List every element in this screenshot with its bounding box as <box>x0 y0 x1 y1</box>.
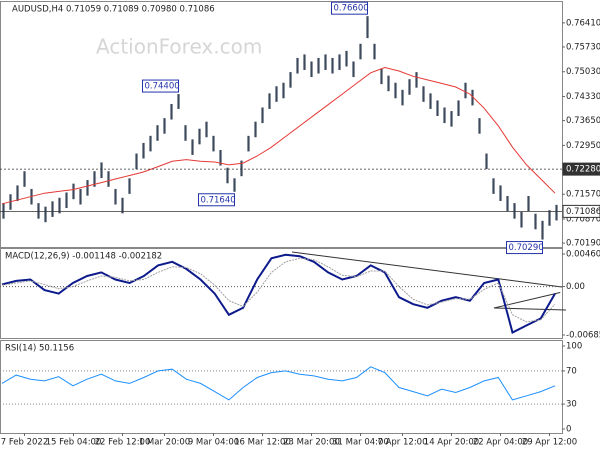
x-tick-label: 14 Apr 20:00 <box>424 438 479 448</box>
y-tick-label: 70 <box>566 366 577 376</box>
watermark: ActionForex.com <box>96 35 262 59</box>
rsi-panel <box>0 340 563 434</box>
x-tick-label: 7 Apr 12:00 <box>377 438 427 448</box>
x-tick-label: 22 Feb 12:00 <box>95 438 151 448</box>
price-level-box <box>562 204 600 218</box>
annotation-label: 0.74400 <box>145 82 180 92</box>
trendline <box>493 307 567 311</box>
macd-panel <box>0 248 563 339</box>
annotation-box <box>506 241 543 255</box>
annotation-box <box>142 79 179 93</box>
y-tick-label: 0.70870 <box>566 215 600 225</box>
price-panel <box>0 1 563 248</box>
x-tick-label: 23 Mar 20:00 <box>283 438 340 448</box>
chart-title: AUDUSD,H4 0.71059 0.71089 0.70980 0.7108… <box>12 5 215 15</box>
x-tick-label: 1 Mar 20:00 <box>139 438 190 448</box>
x-tick-label: 29 Apr 12:00 <box>522 438 577 448</box>
y-tick-label: 0.76410 <box>566 18 600 28</box>
macd-line <box>1 253 556 334</box>
y-tick-label: 0.00 <box>566 282 585 292</box>
annotation-label: 0.71640 <box>201 195 236 205</box>
trendline <box>291 251 563 288</box>
moving-average <box>1 66 556 205</box>
x-tick-label: 31 Mar 04:00 <box>332 438 389 448</box>
macd-title: MACD(12,26,9) -0.001148 -0.002182 <box>5 252 162 262</box>
x-tick-label: 22 Apr 04:00 <box>473 438 528 448</box>
y-tick-label: 0.73650 <box>566 116 600 126</box>
y-tick-label: 0 <box>566 425 571 435</box>
y-tick-label: 0.71570 <box>566 190 600 200</box>
x-tick-label: 15 Feb 04:00 <box>46 438 102 448</box>
annotation-box <box>198 193 235 207</box>
y-tick-label: 0.70190 <box>566 239 600 249</box>
y-tick-label: 0.75030 <box>566 67 600 77</box>
y-tick-label: 30 <box>566 400 577 410</box>
rsi-line <box>1 366 556 401</box>
y-tick-label: 0.74330 <box>566 92 600 102</box>
annotation-label: 0.76600 <box>334 4 369 14</box>
annotation-label: 0.70290 <box>509 243 544 253</box>
y-tick-label: 0.72950 <box>566 141 600 151</box>
y-tick-label: 0.004608 <box>566 250 600 260</box>
signal-line <box>1 257 556 323</box>
y-tick-label: 0.75730 <box>566 42 600 52</box>
y-tick-label: 100 <box>566 342 582 352</box>
annotation-box <box>331 1 368 15</box>
x-tick-label: 9 Mar 04:00 <box>188 438 239 448</box>
x-tick-label: 7 Feb 2022 <box>1 438 49 448</box>
price-level-label: 0.72280 <box>566 165 600 175</box>
y-tick-label: -0.006853 <box>566 331 600 341</box>
rsi-title: RSI(14) 50.1156 <box>5 344 74 354</box>
price-level-box <box>562 162 600 176</box>
price-level-label: 0.71086 <box>566 207 600 217</box>
x-tick-label: 16 Mar 12:00 <box>234 438 291 448</box>
